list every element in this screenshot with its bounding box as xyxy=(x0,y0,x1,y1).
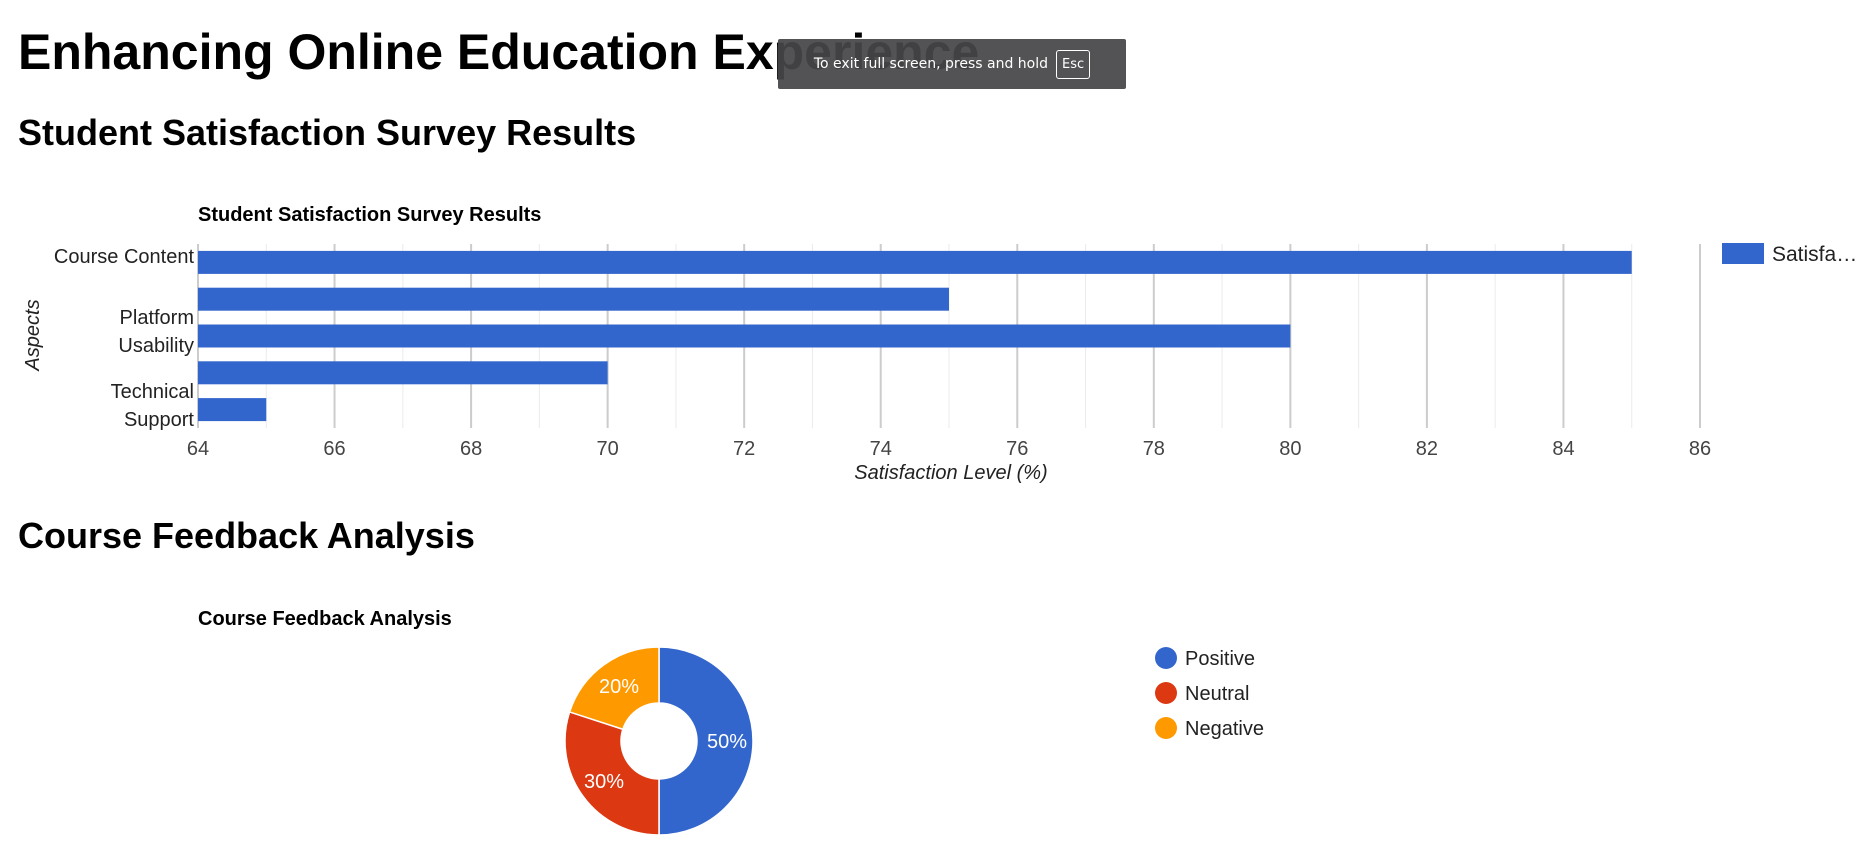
section-heading-satisfaction: Student Satisfaction Survey Results xyxy=(18,112,637,153)
x-tick-label: 82 xyxy=(1416,438,1438,460)
bar xyxy=(198,250,1632,274)
legend-dot-neutral xyxy=(1155,682,1177,704)
x-tick-label: 78 xyxy=(1143,438,1165,460)
pie-slice-label: 30% xyxy=(584,771,624,793)
pie-slice-positive xyxy=(658,646,754,836)
pie-slice-label: 50% xyxy=(707,731,747,753)
bar xyxy=(198,287,949,311)
bar-legend-swatch xyxy=(1722,243,1764,264)
pie-chart-legend: Positive Neutral Negative xyxy=(1155,647,1264,740)
x-tick-label: 74 xyxy=(870,438,892,460)
legend-label-neutral: Neutral xyxy=(1185,683,1249,705)
x-tick-label: 76 xyxy=(1006,438,1028,460)
pie-slice-neutral xyxy=(564,711,660,836)
bar-chart-bars xyxy=(198,250,1632,422)
legend-dot-negative xyxy=(1155,717,1177,739)
esc-key-hint: Esc xyxy=(1056,49,1091,79)
pie-slice-label: 20% xyxy=(599,676,639,698)
pie-slice-negative xyxy=(568,646,660,731)
legend-label-positive: Positive xyxy=(1185,648,1255,670)
fullscreen-toast-message: To exit full screen, press and hold xyxy=(813,56,1048,72)
pie-chart-slices xyxy=(564,646,754,836)
x-tick-label: 64 xyxy=(187,438,209,460)
x-tick-label: 68 xyxy=(460,438,482,460)
bar xyxy=(198,361,608,385)
bar-chart-x-axis-label: Satisfaction Level (%) xyxy=(854,462,1047,484)
section-heading-feedback: Course Feedback Analysis xyxy=(18,515,475,556)
x-tick-label: 86 xyxy=(1689,438,1711,460)
legend-dot-positive xyxy=(1155,647,1177,669)
pie-chart-slice-labels: 50% 30% 20% xyxy=(584,676,747,793)
bar xyxy=(198,398,267,422)
x-tick-label: 84 xyxy=(1552,438,1574,460)
x-tick-label: 66 xyxy=(323,438,345,460)
bar-chart-y-axis-label: Aspects xyxy=(22,299,44,371)
y-category-label: Platform Usability xyxy=(118,307,194,357)
fullscreen-exit-toast: To exit full screen, press and hold Esc xyxy=(778,39,1126,89)
x-tick-label: 70 xyxy=(597,438,619,460)
satisfaction-bar-chart: Student Satisfaction Survey Results 64 66… xyxy=(22,204,1857,484)
y-category-label: Technical Support xyxy=(111,381,195,431)
bar-chart-title: Student Satisfaction Survey Results xyxy=(198,204,541,226)
legend-label-negative: Negative xyxy=(1185,718,1264,740)
pie-chart-title: Course Feedback Analysis xyxy=(198,608,452,630)
bar-chart-category-labels: Course Content Platform Usability Technical… xyxy=(54,246,195,431)
bar xyxy=(198,324,1291,348)
x-tick-label: 80 xyxy=(1279,438,1301,460)
feedback-donut-chart: Course Feedback Analysis 50% 30% 20% Posit… xyxy=(198,608,1264,836)
x-tick-label: 72 xyxy=(733,438,755,460)
bar-chart-x-ticks: 64 66 68 70 72 74 76 78 80 82 84 86 xyxy=(187,438,1711,460)
y-category-label: Course Content xyxy=(54,246,195,268)
bar-legend-label: Satisfa… xyxy=(1772,243,1857,266)
